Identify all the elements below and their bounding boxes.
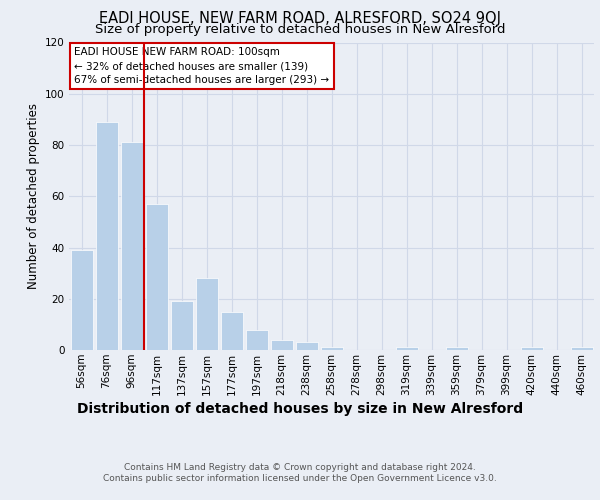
Text: EADI HOUSE NEW FARM ROAD: 100sqm
← 32% of detached houses are smaller (139)
67% : EADI HOUSE NEW FARM ROAD: 100sqm ← 32% o… bbox=[74, 47, 329, 85]
Bar bbox=[395, 348, 418, 350]
Bar bbox=[521, 348, 542, 350]
Bar bbox=[445, 348, 467, 350]
Text: Size of property relative to detached houses in New Alresford: Size of property relative to detached ho… bbox=[95, 22, 505, 36]
Bar bbox=[245, 330, 268, 350]
Y-axis label: Number of detached properties: Number of detached properties bbox=[26, 104, 40, 289]
Text: Contains public sector information licensed under the Open Government Licence v3: Contains public sector information licen… bbox=[103, 474, 497, 483]
Bar bbox=[71, 250, 92, 350]
Bar bbox=[196, 278, 218, 350]
Bar bbox=[320, 348, 343, 350]
Bar bbox=[221, 312, 242, 350]
Text: Contains HM Land Registry data © Crown copyright and database right 2024.: Contains HM Land Registry data © Crown c… bbox=[124, 462, 476, 471]
Text: EADI HOUSE, NEW FARM ROAD, ALRESFORD, SO24 9QJ: EADI HOUSE, NEW FARM ROAD, ALRESFORD, SO… bbox=[99, 11, 501, 26]
Bar bbox=[95, 122, 118, 350]
Bar bbox=[571, 348, 593, 350]
Bar bbox=[170, 302, 193, 350]
Bar bbox=[271, 340, 293, 350]
Bar bbox=[121, 142, 143, 350]
Text: Distribution of detached houses by size in New Alresford: Distribution of detached houses by size … bbox=[77, 402, 523, 416]
Bar bbox=[296, 342, 317, 350]
Bar bbox=[146, 204, 167, 350]
